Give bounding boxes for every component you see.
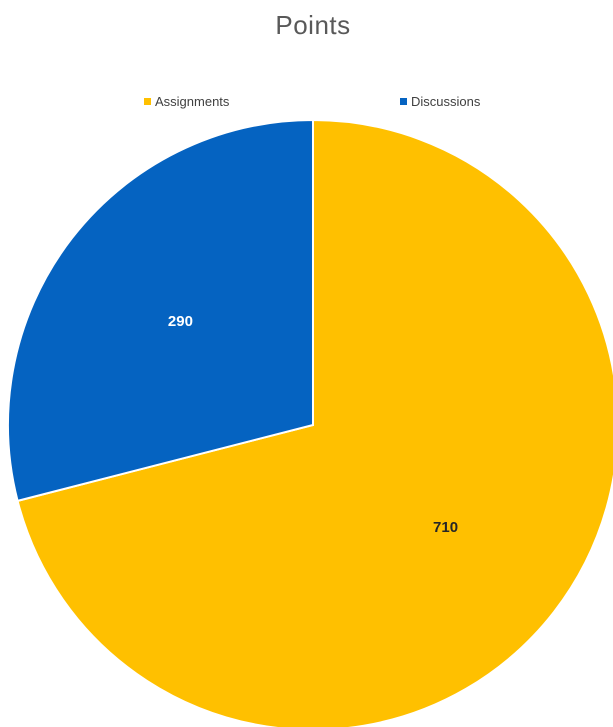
legend-label-discussions: Discussions <box>411 94 481 109</box>
legend: Assignments Discussions <box>0 94 613 114</box>
data-label-discussions: 290 <box>168 313 193 330</box>
pie-slice-assignments <box>16 118 613 727</box>
legend-item-discussions: Discussions <box>400 94 480 109</box>
data-label-assignments: 710 <box>433 519 458 536</box>
legend-swatch-discussions <box>400 98 407 105</box>
legend-swatch-assignments <box>144 98 151 105</box>
chart-title: Points <box>275 10 351 40</box>
legend-item-assignments: Assignments <box>144 94 229 109</box>
pie-slice-discussions <box>7 118 314 503</box>
legend-label-assignments: Assignments <box>155 94 230 109</box>
